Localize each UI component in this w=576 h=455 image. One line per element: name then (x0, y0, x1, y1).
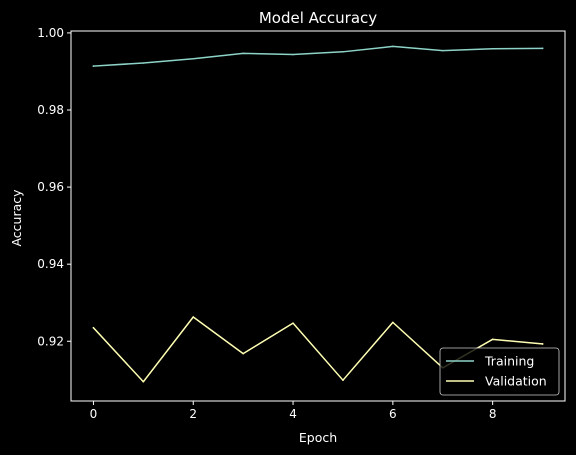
data-point-training (342, 51, 344, 53)
data-point-validation (93, 327, 95, 329)
y-tick-label: 0.92 (37, 334, 64, 348)
data-point-training (442, 50, 444, 52)
data-point-validation (492, 339, 494, 341)
y-tick-label: 0.94 (37, 257, 64, 271)
legend-label-training: Training (484, 354, 534, 369)
data-point-training (292, 54, 294, 56)
x-tick-label: 8 (489, 407, 497, 421)
x-tick-label: 0 (90, 407, 98, 421)
data-point-validation (292, 322, 294, 324)
data-point-validation (242, 353, 244, 355)
x-tick-label: 6 (389, 407, 397, 421)
data-point-training (242, 53, 244, 55)
x-tick-label: 2 (189, 407, 197, 421)
y-tick-label: 0.96 (37, 180, 64, 194)
data-point-validation (192, 316, 194, 318)
data-point-validation (143, 381, 145, 383)
y-tick-label: 0.98 (37, 103, 64, 117)
data-point-training (542, 48, 544, 50)
data-point-validation (392, 322, 394, 324)
data-point-training (492, 48, 494, 50)
data-point-validation (342, 379, 344, 381)
y-tick-label: 1.00 (37, 26, 64, 40)
x-axis-label: Epoch (299, 430, 337, 445)
legend-label-validation: Validation (485, 374, 547, 389)
data-point-training (392, 46, 394, 48)
data-point-training (192, 58, 194, 60)
x-tick-label: 4 (289, 407, 297, 421)
chart-title: Model Accuracy (259, 9, 377, 27)
data-point-validation (542, 343, 544, 345)
data-point-training (93, 65, 95, 67)
y-axis-label: Accuracy (9, 189, 24, 247)
legend: Training Validation (440, 348, 559, 395)
data-point-training (143, 62, 145, 64)
